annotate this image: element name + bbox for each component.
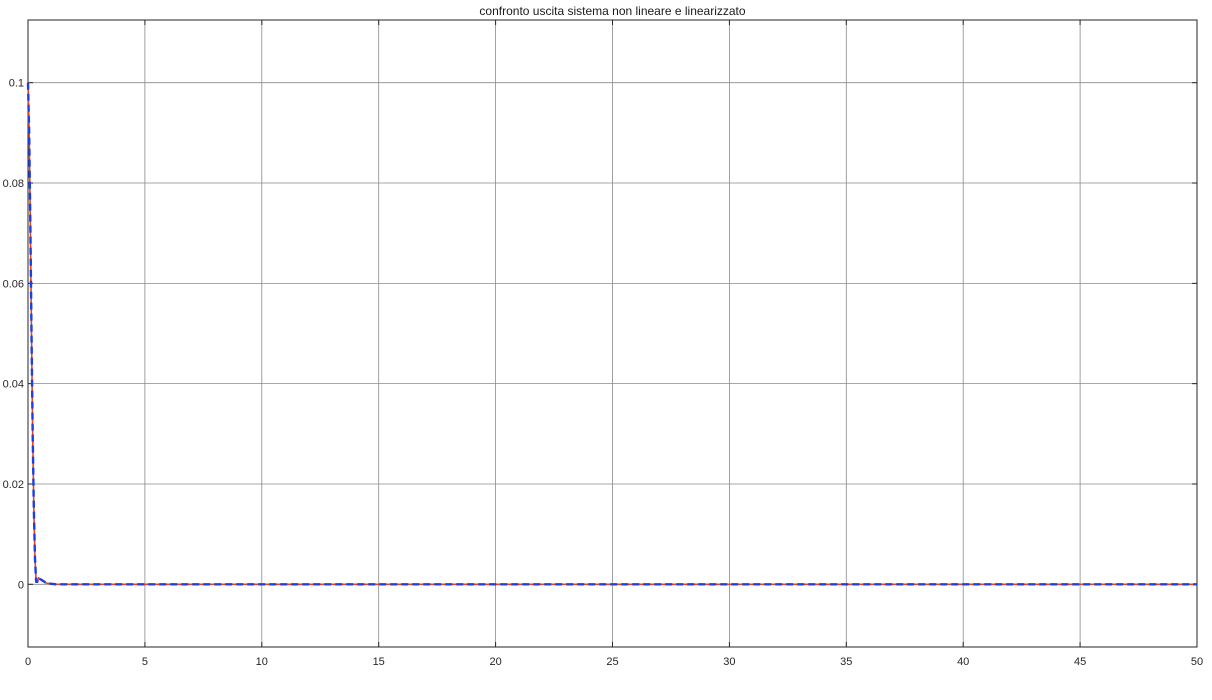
x-tick-label: 20 xyxy=(489,656,501,668)
x-tick-label: 35 xyxy=(840,656,852,668)
y-tick-label: 0.1 xyxy=(9,78,24,90)
series-group xyxy=(26,82,1197,586)
series-line-2 xyxy=(26,82,1197,586)
axis-ticks: 0 5 10 15 20 25 30 35 40 45 50 0 0.02 0.04 0.06 0.08 0.1 xyxy=(3,20,1203,668)
grid xyxy=(27,20,1198,647)
x-tick-label: 10 xyxy=(256,656,268,668)
y-tick-label: 0.08 xyxy=(3,178,24,190)
x-tick-label: 40 xyxy=(957,656,969,668)
chart-title: confronto uscita sistema non lineare e l… xyxy=(479,4,746,18)
y-tick-label: 0.04 xyxy=(3,379,24,391)
x-tick-label: 50 xyxy=(1191,656,1203,668)
y-tick-label: 0.06 xyxy=(3,278,24,290)
x-tick-label: 30 xyxy=(723,656,735,668)
y-tick-label: 0 xyxy=(18,579,24,591)
x-tick-label: 45 xyxy=(1074,656,1086,668)
y-tick-label: 0.02 xyxy=(3,479,24,491)
x-tick-label: 0 xyxy=(25,656,31,668)
x-tick-label: 5 xyxy=(142,656,148,668)
x-tick-label: 25 xyxy=(606,656,618,668)
x-tick-label: 15 xyxy=(373,656,385,668)
